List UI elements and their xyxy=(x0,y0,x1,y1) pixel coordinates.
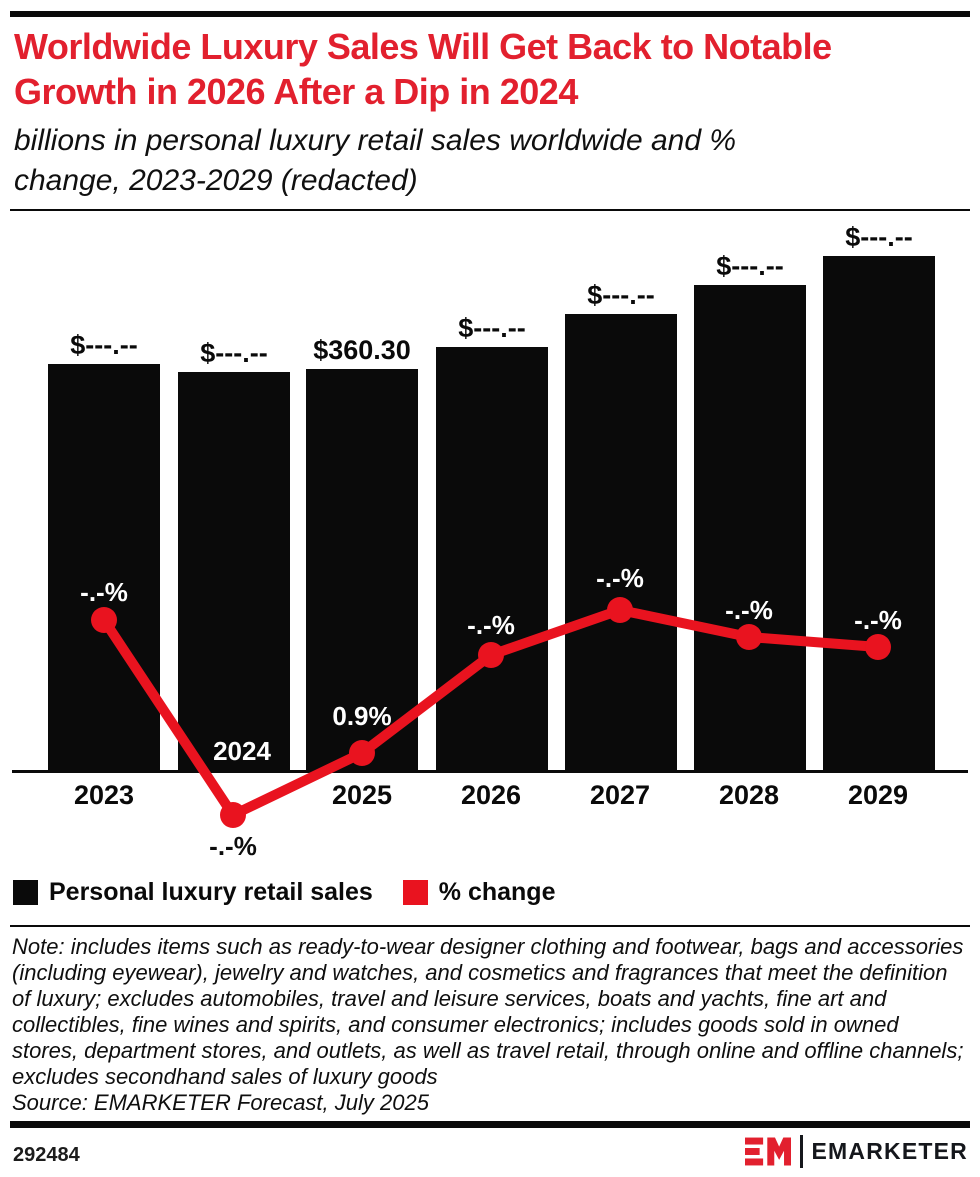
x-axis-label-2027: 2027 xyxy=(589,780,651,810)
legend-swatch-line xyxy=(402,880,428,905)
bar-value-label-2024: $---.-- xyxy=(200,338,268,368)
pct-label-2024: -.-% xyxy=(209,831,257,861)
top-accent-bar xyxy=(10,11,970,17)
data-point-2025 xyxy=(349,740,375,766)
bar-value-label-2026: $---.-- xyxy=(458,313,526,343)
header-divider xyxy=(10,209,970,211)
x-axis-label-2028: 2028 xyxy=(718,780,780,810)
bar-2026 xyxy=(436,347,548,770)
data-point-2023 xyxy=(91,607,117,633)
pct-label-2028: -.-% xyxy=(725,595,773,625)
pct-label-2029: -.-% xyxy=(854,605,902,635)
x-axis-label-2023: 2023 xyxy=(73,780,135,810)
page-title: Worldwide Luxury Sales Will Get Back to … xyxy=(14,26,832,112)
bar-2027 xyxy=(565,314,677,770)
source-text: Source: EMARKETER Forecast, July 2025 xyxy=(12,1090,429,1115)
note-divider xyxy=(10,925,970,927)
note-block: Note: includes items such as ready-to-we… xyxy=(12,934,964,1116)
x-axis-line xyxy=(12,770,968,773)
bar-value-label-2025: $360.30 xyxy=(313,335,411,365)
x-axis-label-2025: 2025 xyxy=(331,780,393,810)
bar-value-label-2028: $---.-- xyxy=(716,251,784,281)
page-subtitle: billions in personal luxury retail sales… xyxy=(14,124,737,197)
legend-label-bars: Personal luxury retail sales xyxy=(49,878,373,906)
bar-2029 xyxy=(823,256,935,770)
pct-label-2027: -.-% xyxy=(596,563,644,593)
year-label-inside-bar: 2024 xyxy=(213,736,271,766)
pct-label-2025: 0.9% xyxy=(332,701,392,731)
logo-separator xyxy=(799,1135,803,1168)
data-point-2027 xyxy=(607,597,633,623)
legend-label-line: % change xyxy=(438,878,556,906)
data-point-2026 xyxy=(478,642,504,668)
pct-label-2023: -.-% xyxy=(80,577,128,607)
pct-change-polyline xyxy=(99,604,879,822)
legend-item-line: % change xyxy=(402,878,556,907)
footer-accent-bar xyxy=(10,1121,970,1128)
data-point-2029 xyxy=(865,634,891,660)
pct-change-line xyxy=(91,597,891,828)
data-point-2028 xyxy=(736,624,762,650)
emarketer-logo: EMARKETER xyxy=(744,1135,968,1168)
chart-id: 292484 xyxy=(13,1144,80,1166)
bar-2023 xyxy=(48,364,160,770)
legend-swatch-bars xyxy=(13,880,38,905)
bar-value-label-2027: $---.-- xyxy=(587,280,655,310)
bar-2025 xyxy=(306,369,418,770)
legend-item-bars: Personal luxury retail sales xyxy=(13,878,373,907)
pct-label-2026: -.-% xyxy=(467,610,515,640)
chart-legend: Personal luxury retail sales % change xyxy=(13,878,555,907)
bar-2024 xyxy=(178,372,290,770)
bar-value-label-2023: $---.-- xyxy=(70,330,138,360)
x-axis-label-2026: 2026 xyxy=(460,780,522,810)
bar-2028 xyxy=(694,285,806,770)
note-text: Note: includes items such as ready-to-we… xyxy=(12,934,964,1089)
brand-name: EMARKETER xyxy=(811,1138,968,1164)
data-point-2024 xyxy=(220,802,246,828)
chart-area: $---.-- $---.-- $360.30 $---.-- $---.-- $---.… xyxy=(0,220,980,865)
em-monogram-icon xyxy=(744,1137,791,1166)
bar-value-label-2029: $---.-- xyxy=(845,222,913,252)
x-axis-label-2029: 2029 xyxy=(847,780,909,810)
